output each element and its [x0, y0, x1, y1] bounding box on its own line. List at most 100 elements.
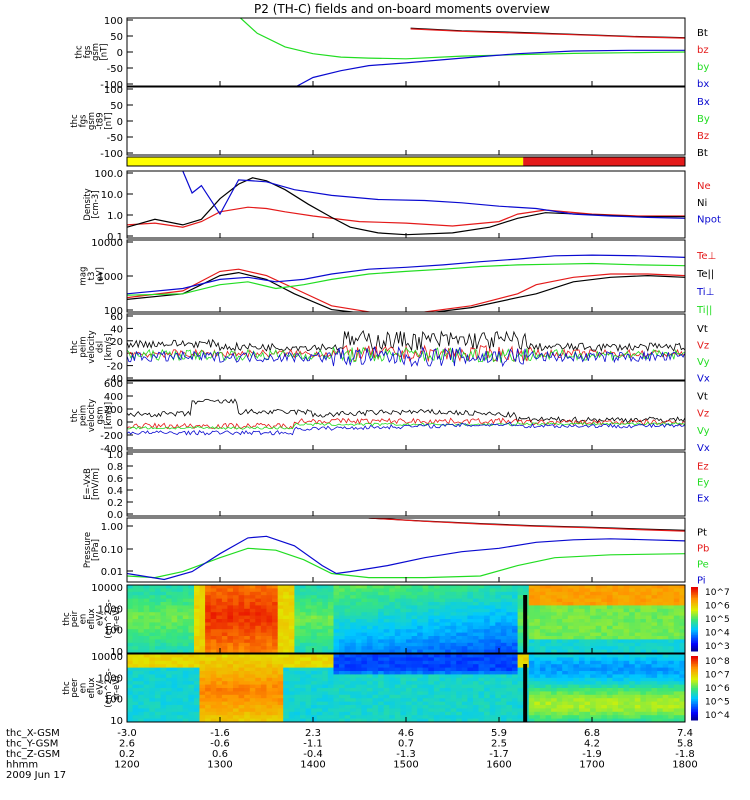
- heatmap-cell: [618, 691, 624, 696]
- heatmap-cell: [149, 684, 156, 689]
- heatmap-cell: [316, 660, 323, 665]
- heatmap-cell: [249, 705, 256, 709]
- heatmap-cell: [277, 612, 284, 616]
- heatmap-cell: [127, 715, 133, 719]
- heatmap-cell: [283, 698, 290, 702]
- heatmap-cell: [327, 671, 334, 675]
- heatmap-cell: [344, 649, 351, 654]
- heatmap-cell: [394, 705, 401, 709]
- heatmap-cell: [634, 701, 641, 706]
- heatmap-cell: [473, 691, 479, 696]
- heatmap-cell: [406, 612, 412, 616]
- heatmap-cell: [394, 708, 401, 713]
- heatmap-cell: [344, 595, 351, 599]
- heatmap-cell: [428, 619, 435, 623]
- heatmap-cell: [316, 718, 323, 723]
- heatmap-cell: [244, 694, 251, 699]
- heatmap-cell: [456, 691, 463, 696]
- heatmap-cell: [417, 622, 424, 627]
- heatmap-cell: [389, 602, 396, 606]
- heatmap-cell: [473, 642, 479, 647]
- heatmap-cell: [551, 681, 558, 685]
- heatmap-cell: [272, 705, 279, 709]
- heatmap-cell: [378, 667, 385, 672]
- heatmap-cell: [205, 688, 212, 692]
- heatmap-cell: [417, 698, 424, 702]
- heatmap-cell: [662, 632, 669, 637]
- heatmap-cell: [350, 612, 357, 616]
- heatmap-cell: [210, 646, 217, 650]
- heatmap-cell: [590, 636, 597, 640]
- heatmap-cell: [595, 639, 602, 644]
- heatmap-cell: [294, 585, 301, 589]
- heatmap-cell: [645, 636, 652, 640]
- heatmap-cell: [294, 622, 301, 627]
- heatmap-cell: [450, 698, 457, 702]
- heatmap-cell: [221, 691, 228, 696]
- heatmap-cell: [528, 681, 535, 685]
- heatmap-cell: [411, 615, 418, 620]
- heatmap-cell: [233, 591, 239, 596]
- heatmap-cell: [657, 705, 664, 709]
- y-tick-label: 40: [110, 324, 123, 335]
- y-label: thc: [62, 612, 72, 626]
- heatmap-cell: [623, 602, 630, 606]
- heatmap-cell: [539, 671, 546, 675]
- heatmap-cell: [534, 660, 541, 665]
- heatmap-cell: [394, 595, 401, 599]
- y-label: fgs: [79, 114, 89, 127]
- heatmap-cell: [227, 605, 234, 610]
- heatmap-cell: [149, 622, 156, 627]
- heatmap-cell: [657, 671, 664, 675]
- heatmap-cell: [400, 674, 407, 679]
- heatmap-cell: [333, 591, 340, 596]
- heatmap-cell: [584, 619, 591, 623]
- heatmap-cell: [623, 612, 630, 616]
- heatmap-cell: [612, 649, 619, 654]
- heatmap-cell: [255, 688, 262, 692]
- heatmap-cell: [182, 598, 189, 603]
- heatmap-cell: [668, 664, 675, 668]
- heatmap-cell: [640, 591, 647, 596]
- heatmap-cell: [606, 705, 613, 709]
- heatmap-cell: [534, 625, 541, 630]
- heatmap-cell: [428, 681, 435, 685]
- heatmap-cell: [411, 691, 418, 696]
- heatmap-cell: [350, 671, 357, 675]
- heatmap-cell: [456, 591, 463, 596]
- heatmap-cell: [629, 667, 636, 672]
- colorbar-segment: [691, 683, 698, 686]
- panel-velocity-perm: thcpeimvelocitydsl[km/s]6040200-20-40VtV…: [70, 312, 710, 385]
- heatmap-cell: [534, 632, 541, 637]
- heatmap-cell: [584, 677, 591, 682]
- heatmap-cell: [383, 605, 390, 610]
- y-label: [nT]: [100, 43, 110, 60]
- heatmap-cell: [283, 615, 290, 620]
- heatmap-cell: [205, 677, 212, 682]
- heatmap-cell: [528, 674, 535, 679]
- heatmap-cell: [322, 612, 329, 616]
- heatmap-cell: [378, 660, 385, 665]
- heatmap-cell: [495, 632, 502, 637]
- heatmap-cell: [657, 715, 664, 719]
- heatmap-cell: [344, 605, 351, 610]
- heatmap-cell: [305, 671, 312, 675]
- heatmap-cell: [333, 715, 340, 719]
- heatmap-cell: [528, 602, 535, 606]
- heatmap-cell: [194, 615, 200, 620]
- heatmap-cell: [210, 698, 217, 702]
- heatmap-cell: [394, 588, 401, 593]
- heatmap-cell: [127, 612, 133, 616]
- heatmap-cell: [657, 684, 664, 689]
- heatmap-cell: [629, 615, 636, 620]
- heatmap-cell: [266, 588, 273, 593]
- heatmap-cell: [612, 602, 619, 606]
- heatmap-cell: [534, 619, 541, 623]
- heatmap-cell: [567, 649, 574, 654]
- heatmap-cell: [512, 701, 518, 706]
- heatmap-cell: [143, 657, 150, 662]
- heatmap-cell: [372, 629, 379, 633]
- heatmap-cell: [322, 667, 329, 672]
- heatmap-cell: [495, 688, 502, 692]
